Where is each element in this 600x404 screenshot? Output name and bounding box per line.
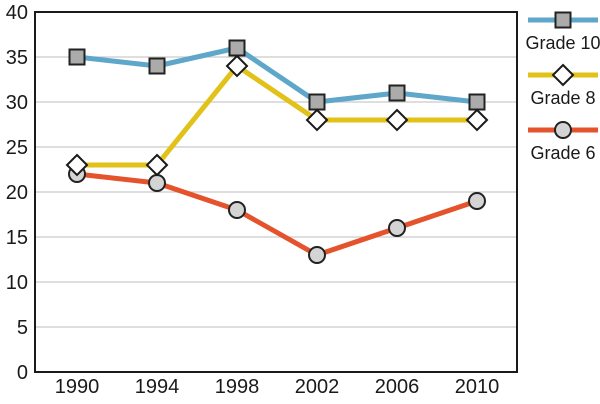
legend-label-grade-10: Grade 10 [525,33,600,53]
series-line-grade-10 [74,45,480,105]
marker-grade-6 [388,219,406,237]
marker-grade-6 [308,246,326,264]
marker-grade-8 [65,153,89,177]
y-tick-label: 35 [6,47,28,69]
legend-marker-sample [551,63,575,87]
series-line-grade-8 [74,63,480,168]
x-tick-label: 1998 [215,376,260,398]
y-tick-label: 5 [17,317,28,339]
chart-legend: Grade 10 Grade 8 Grade 6 [525,7,600,164]
marker-grade-8 [465,108,489,132]
x-tick-label: 2002 [295,376,340,398]
marker-grade-6 [148,174,166,192]
x-tick-label: 1994 [135,376,180,398]
marker-grade-8 [225,54,249,78]
legend-item-grade-6: Grade 6 [526,117,600,164]
marker-grade-8 [385,108,409,132]
series-line-grade-6 [74,171,480,258]
legend-label-grade-6: Grade 6 [530,143,596,163]
plot-border [34,11,518,373]
legend-label-grade-8: Grade 8 [530,88,596,108]
x-tick-label: 1990 [55,376,100,398]
legend-item-grade-10: Grade 10 [525,7,600,54]
legend-sample-grade-6 [528,121,598,139]
marker-grade-6 [468,192,486,210]
marker-grade-8 [305,108,329,132]
marker-grade-10 [68,48,86,66]
marker-grade-8 [145,153,169,177]
legend-marker-sample [554,11,572,29]
marker-grade-6 [228,201,246,219]
legend-sample-grade-10 [528,11,598,29]
marker-grade-10 [228,39,246,57]
marker-grade-10 [388,84,406,102]
y-tick-label: 40 [6,2,28,24]
y-tick-label: 30 [6,92,28,114]
y-tick-label: 20 [6,182,28,204]
marker-grade-10 [148,57,166,75]
y-tick-label: 0 [17,362,28,384]
x-tick-label: 2010 [455,376,500,398]
legend-item-grade-8: Grade 8 [526,62,600,109]
legend-sample-grade-8 [528,63,598,87]
legend-marker-sample [554,121,572,139]
y-tick-label: 25 [6,137,28,159]
y-tick-label: 15 [6,227,28,249]
marker-grade-10 [468,93,486,111]
x-tick-label: 2006 [375,376,420,398]
y-tick-label: 10 [6,272,28,294]
marker-grade-10 [308,93,326,111]
